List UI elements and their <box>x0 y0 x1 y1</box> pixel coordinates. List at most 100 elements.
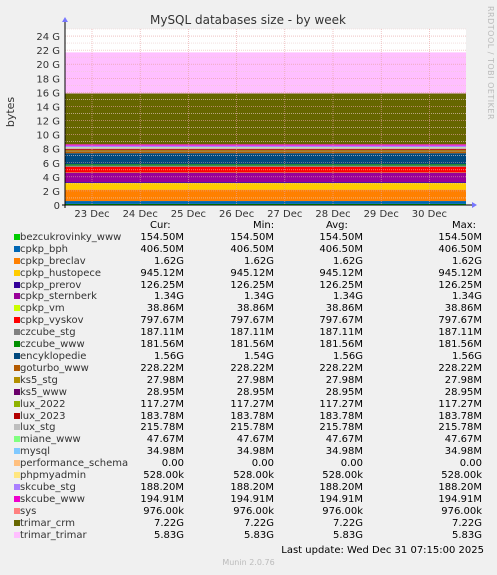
x-tick-label: 28 Dec <box>315 209 350 220</box>
legend-swatch <box>14 269 20 276</box>
legend-cur: 228.22M <box>140 362 184 374</box>
legend-name: ks5_www <box>20 386 67 398</box>
legend-avg: 183.78M <box>319 410 363 422</box>
legend-max: 5.83G <box>451 529 482 541</box>
legend-cur: 945.12M <box>140 267 184 279</box>
legend-row-cpkp_vyskov: cpkp_vyskov 797.67M 797.67M 797.67M 797.67M <box>0 315 497 327</box>
legend-name: cpkp_sternberk <box>20 291 97 303</box>
legend-swatch <box>14 400 20 407</box>
legend-max: 1.62G <box>451 255 482 267</box>
legend-swatch <box>14 388 20 395</box>
legend-row-skcube_stg: skcube_stg 188.20M 188.20M 188.20M 188.20M <box>0 482 497 494</box>
legend-cur: 126.25M <box>140 279 184 291</box>
legend-swatch <box>14 364 20 371</box>
area-bezcukrovinky_www <box>65 203 466 205</box>
legend-name: cpkp_prerov <box>20 279 82 291</box>
legend-swatch <box>14 531 20 538</box>
legend-cur: 7.22G <box>153 517 184 529</box>
legend-swatch <box>14 436 20 443</box>
y-tick-label: 20 G <box>36 60 60 71</box>
legend-swatch <box>14 495 20 502</box>
legend-max: 187.11M <box>438 327 482 339</box>
legend-cur: 181.56M <box>140 339 184 351</box>
legend-row-lux_2022: lux_2022 117.27M 117.27M 117.27M 117.27M <box>0 399 497 411</box>
legend-swatch <box>14 281 20 288</box>
legend-row-sys: sys 976.00k 976.00k 976.00k 976.00k <box>0 506 497 518</box>
legend-min: 47.67M <box>236 434 274 446</box>
legend-name: cpkp_hustopece <box>20 267 102 279</box>
legend-max: 406.50M <box>438 243 482 255</box>
x-tick-label: 26 Dec <box>219 209 254 220</box>
legend-row-lux_2023: lux_2023 183.78M 183.78M 183.78M 183.78M <box>0 411 497 423</box>
legend-max: 38.86M <box>444 303 482 315</box>
area-cpkp_bph <box>65 201 466 204</box>
legend-row-czcube_www: czcube_www 181.56M 181.56M 181.56M 181.56M <box>0 339 497 351</box>
legend-min: 228.22M <box>230 362 274 374</box>
area-encyklopedie <box>65 153 466 165</box>
legend-row-cpkp_hustopece: cpkp_hustopece 945.12M 945.12M 945.12M 945.1… <box>0 268 497 280</box>
legend-min: 28.95M <box>236 386 274 398</box>
y-tick-label: 8 G <box>43 145 60 156</box>
legend-min: 528.00k <box>233 470 274 482</box>
legend-avg: 126.25M <box>319 279 363 291</box>
legend-swatch <box>14 448 20 455</box>
legend-name: cpkp_breclav <box>20 255 86 267</box>
legend-swatch <box>14 293 20 300</box>
legend-max: 976.00k <box>441 505 482 517</box>
legend-cur: 47.67M <box>146 434 184 446</box>
y-tick-label: 22 G <box>36 46 60 57</box>
x-tick-label: 24 Dec <box>123 209 158 220</box>
legend-swatch <box>14 483 20 490</box>
legend-row-ks5_www: ks5_www 28.95M 28.95M 28.95M 28.95M <box>0 387 497 399</box>
legend-cur: 117.27M <box>140 398 184 410</box>
legend-name: lux_stg <box>20 422 56 434</box>
legend-row-trimar_trimar: trimar_trimar 5.83G 5.83G 5.83G 5.83G <box>0 530 497 542</box>
legend-cur: 215.78M <box>140 422 184 434</box>
legend-max: 188.20M <box>438 481 482 493</box>
legend-row-performance_schema: performance_schema 0.00 0.00 0.00 0.00 <box>0 458 497 470</box>
legend-swatch <box>14 507 20 514</box>
legend-avg: 38.86M <box>325 303 363 315</box>
legend-avg: 187.11M <box>319 327 363 339</box>
legend-row-miane_www: miane_www 47.67M 47.67M 47.67M 47.67M <box>0 434 497 446</box>
legend-cur: 34.98M <box>146 446 184 458</box>
legend-cur: 797.67M <box>140 315 184 327</box>
legend-row-bezcukrovinky_www: bezcukrovinky_www 154.50M 154.50M 154.50M 15… <box>0 232 497 244</box>
legend-max: 1.56G <box>451 350 482 362</box>
legend-avg: 194.91M <box>319 493 363 505</box>
legend-swatch <box>14 376 20 383</box>
legend-name: sys <box>20 505 37 517</box>
legend-avg: 188.20M <box>319 481 363 493</box>
legend-min: 27.98M <box>236 374 274 386</box>
legend-cur: 183.78M <box>140 410 184 422</box>
area-cpkp_sternberk <box>65 172 466 183</box>
area-trimar_trimar <box>65 52 466 94</box>
legend-name: phpmyadmin <box>20 470 87 482</box>
chart-title: MySQL databases size - by week <box>150 13 346 27</box>
legend-name: cpkp_vm <box>20 303 65 315</box>
legend-min: 117.27M <box>230 398 274 410</box>
legend-max: 28.95M <box>444 386 482 398</box>
header-avg: Avg: <box>326 220 348 231</box>
y-tick-label: 0 <box>54 201 60 212</box>
legend-avg: 0.00 <box>340 458 363 470</box>
legend-min: 1.34G <box>243 291 274 303</box>
legend-header: Cur: Min: Avg: Max: <box>0 220 497 232</box>
legend-name: performance_schema <box>20 458 129 470</box>
legend-max: 1.34G <box>451 291 482 303</box>
legend-min: 406.50M <box>230 243 274 255</box>
x-tick-label: 25 Dec <box>171 209 206 220</box>
legend-cur: 27.98M <box>146 374 184 386</box>
x-tick-label: 27 Dec <box>267 209 302 220</box>
legend-row-skcube_www: skcube_www 194.91M 194.91M 194.91M 194.91M <box>0 494 497 506</box>
legend-swatch <box>14 329 20 336</box>
legend-swatch <box>14 519 20 526</box>
legend-name: lux_2023 <box>20 410 66 422</box>
legend-avg: 1.34G <box>332 291 363 303</box>
area-czcube_stg <box>65 165 466 167</box>
legend-max: 47.67M <box>444 434 482 446</box>
area-lux_2023 <box>65 149 466 151</box>
legend-name: mysql <box>20 446 50 458</box>
legend-avg: 154.50M <box>319 231 363 243</box>
munin-version: Munin 2.0.76 <box>222 558 275 567</box>
